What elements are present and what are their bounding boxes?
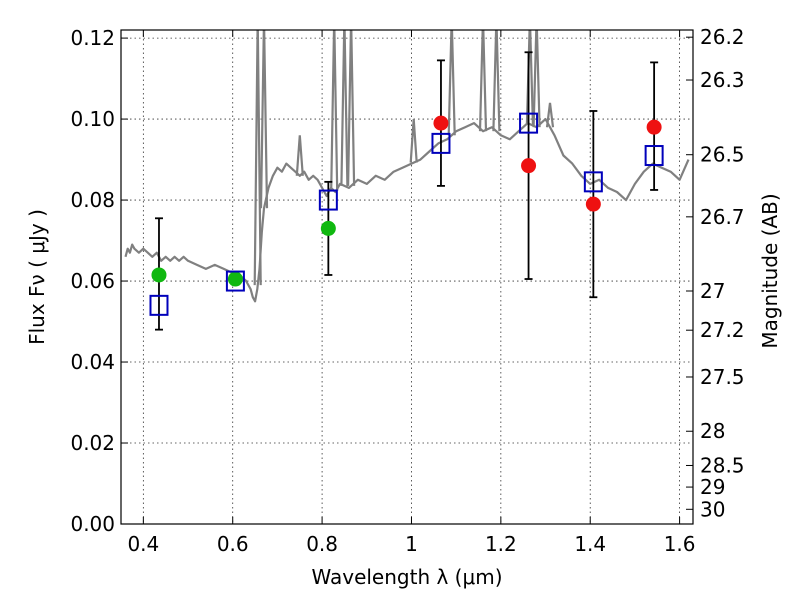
plot-frame: [120, 29, 694, 525]
emission-line-spike: [340, 30, 349, 186]
emission-line-spike: [447, 30, 456, 136]
observed-nir-point: [433, 115, 449, 131]
magnitude-tick-label: 26.2: [700, 25, 745, 49]
magnitude-tick-label: 28: [700, 419, 725, 443]
y-tick-label: 0.06: [70, 269, 115, 293]
model-photometry-square: [149, 294, 169, 316]
model-photometry-square: [644, 145, 664, 167]
y-tick-label: 0.02: [70, 431, 115, 455]
x-tick-label: 0.6: [217, 532, 249, 556]
magnitude-tick-label: 28.5: [700, 453, 745, 477]
x-tick-label: 1.2: [485, 532, 517, 556]
emission-line-spike: [532, 30, 541, 128]
magnitude-tick-label: 26.5: [700, 143, 745, 167]
x-tick-label: 0.8: [306, 532, 338, 556]
magnitude-tick-label: 26.3: [700, 68, 745, 92]
x-tick-label: 0.4: [127, 532, 159, 556]
emission-line-spike: [478, 30, 488, 132]
emission-line-spike: [295, 135, 304, 176]
x-tick-label: 1.4: [574, 532, 606, 556]
y-tick-label: 0.00: [70, 512, 115, 536]
emission-line-spike: [259, 30, 269, 209]
model-photometry-square: [318, 189, 338, 211]
magnitude-tick-label: 27.2: [700, 318, 745, 342]
x-tick-label: 1: [405, 532, 418, 556]
y-tick-label: 0.08: [70, 188, 115, 212]
emission-line-spike: [492, 30, 501, 132]
emission-line-spike: [545, 102, 555, 128]
model-photometry-square: [583, 171, 603, 193]
y-tick-label: 0.04: [70, 350, 115, 374]
emission-line-spike: [409, 119, 418, 163]
observed-nir-point: [521, 158, 537, 174]
model-photometry-square: [519, 112, 539, 134]
emission-line-spike: [253, 30, 262, 286]
model-photometry-square: [431, 132, 451, 154]
axes-layer: 0.4 0.6 0.8 1 1.2 1.4 1.6 0.00 0.02 0.04 0.06 0.08 0…: [70, 25, 744, 556]
observed-nir-point: [585, 196, 601, 212]
y-axis-title: Flux Fν ( μJy ): [25, 209, 49, 345]
magnitude-tick-label: 30: [700, 497, 725, 521]
magnitude-tick-label: 26.7: [700, 205, 745, 229]
x-tick-label: 1.6: [664, 532, 696, 556]
x-axis-title: Wavelength λ (μm): [311, 565, 502, 589]
model-photometry-square: [225, 270, 245, 292]
model-sed-layer: [124, 30, 690, 303]
magnitude-tick-label: 27.5: [700, 365, 745, 389]
observed-nir-point: [646, 119, 662, 135]
y-tick-label: 0.10: [70, 107, 115, 131]
observed-optical-point: [227, 271, 243, 287]
emission-line-spike: [347, 30, 356, 186]
plot-area: [124, 30, 690, 331]
emission-line-spike: [330, 30, 339, 191]
model-sed-curve: [124, 118, 690, 303]
magnitude-tick-label: 29: [700, 475, 725, 499]
data-points-layer: [149, 112, 664, 316]
observed-optical-point: [320, 220, 336, 236]
y-tick-label: 0.12: [70, 26, 115, 50]
magnitude-axis-title: Magnitude (AB): [758, 193, 782, 348]
magnitude-tick-label: 27: [700, 279, 725, 303]
observed-optical-point: [151, 267, 167, 283]
